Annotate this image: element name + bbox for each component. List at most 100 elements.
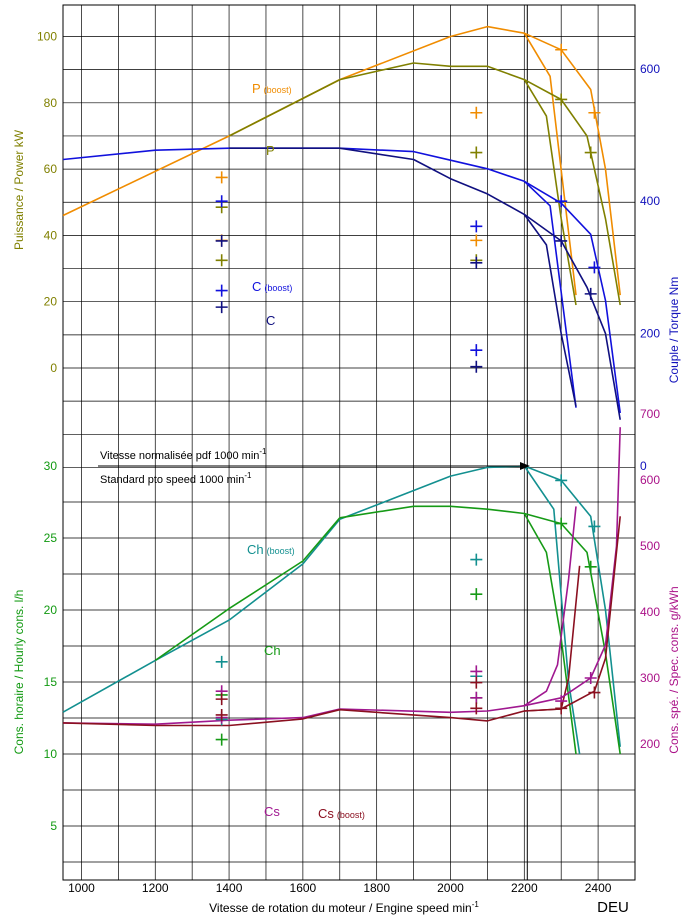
data-marker [588, 686, 601, 699]
series-line [523, 78, 621, 306]
series-line [524, 512, 621, 755]
chart-markers [215, 43, 601, 746]
torque-tick-label: 0 [640, 459, 647, 473]
pto-note-line1: Vitesse normalisée pdf 1000 min-1 [100, 447, 267, 462]
torque-tick-label: 200 [640, 327, 660, 341]
data-marker [215, 693, 228, 706]
torque-tick-label: 400 [640, 194, 660, 208]
data-marker [215, 195, 228, 208]
data-marker [215, 234, 228, 247]
series-line [62, 565, 581, 727]
data-marker [584, 287, 597, 300]
label-ch-boost: Ch (boost) [247, 542, 295, 557]
data-marker [555, 195, 568, 208]
label-cs: Cs [264, 804, 280, 819]
data-marker [215, 708, 228, 721]
hourly-tick-label: 30 [44, 459, 58, 473]
series-line [228, 62, 577, 306]
series-line [523, 32, 621, 296]
data-marker [215, 733, 228, 746]
series-line [523, 213, 621, 420]
data-marker [215, 254, 228, 267]
data-marker [555, 517, 568, 530]
power-tick-label: 0 [50, 361, 57, 375]
data-marker [555, 474, 568, 487]
label-p: P [266, 143, 275, 158]
axis-title-specific: Cons. spé. / Spec. cons. g/kWh [667, 586, 681, 753]
x-tick-label: 1400 [216, 881, 243, 895]
series-line [524, 427, 621, 707]
data-marker [588, 261, 601, 274]
data-marker [470, 588, 483, 601]
series-line [229, 147, 577, 407]
pto-speed-annotation: Vitesse normalisée pdf 1000 min-1 Standa… [98, 447, 530, 486]
series-line [62, 465, 581, 755]
label-ch: Ch [264, 643, 281, 658]
specific-tick-label: 300 [640, 671, 660, 685]
data-marker [588, 106, 601, 119]
data-marker [584, 672, 597, 684]
label-cs-boost: Cs (boost) [318, 806, 365, 821]
data-marker [470, 220, 483, 233]
hourly-tick-label: 20 [44, 603, 58, 617]
axis-title-hourly: Cons. horaire / Hourly cons. l/h [12, 590, 26, 755]
power-tick-label: 80 [44, 96, 58, 110]
data-marker [215, 171, 228, 184]
data-marker [470, 553, 483, 566]
data-marker [584, 146, 597, 159]
label-p-boost: P (boost) [252, 81, 292, 96]
data-marker [555, 93, 568, 106]
chart-series-lines [62, 25, 621, 755]
data-marker [470, 691, 483, 704]
data-marker [215, 301, 228, 314]
power-tick-label: 100 [37, 30, 57, 44]
data-marker [470, 360, 483, 373]
series-line [62, 147, 577, 408]
specific-tick-label: 400 [640, 605, 660, 619]
axis-title-torque: Couple / Torque Nm [667, 277, 681, 384]
series-line [524, 465, 621, 747]
data-marker [470, 234, 483, 247]
series-line [62, 25, 577, 296]
data-marker [470, 665, 483, 678]
specific-tick-label: 600 [640, 473, 660, 487]
axis-title-power: Puissance / Power kW [12, 129, 26, 250]
data-marker [555, 43, 568, 56]
data-marker [588, 520, 601, 533]
hourly-tick-label: 15 [44, 675, 58, 689]
data-marker [470, 344, 483, 357]
footer-tag: DEU [597, 899, 629, 916]
x-tick-label: 1200 [142, 881, 169, 895]
data-marker [470, 256, 483, 269]
x-tick-label: 1800 [363, 881, 390, 895]
hourly-tick-label: 25 [44, 531, 58, 545]
series-line [62, 506, 577, 726]
x-tick-label: 1000 [68, 881, 95, 895]
x-tick-label: 2000 [437, 881, 464, 895]
data-marker [215, 655, 228, 668]
series-line [523, 180, 621, 414]
plot-frame [62, 4, 636, 881]
data-marker [470, 146, 483, 159]
pto-note-line2: Standard pto speed 1000 min-1 [100, 471, 252, 486]
specific-tick-label: 200 [640, 737, 660, 751]
hourly-tick-label: 5 [50, 819, 57, 833]
power-tick-label: 40 [44, 228, 58, 242]
axis-title-x: Vitesse de rotation du moteur / Engine s… [209, 900, 479, 915]
torque-tick-label: 600 [640, 62, 660, 76]
data-marker [215, 284, 228, 297]
data-marker [584, 560, 597, 573]
chart-grid [62, 4, 636, 881]
data-marker [555, 234, 568, 247]
data-marker [555, 702, 568, 715]
hourly-tick-label: 10 [44, 747, 58, 761]
power-tick-label: 60 [44, 162, 58, 176]
x-tick-label: 2400 [585, 881, 612, 895]
data-marker [470, 676, 483, 689]
pto-arrow-head [520, 462, 530, 470]
series-line [154, 505, 577, 755]
x-tick-label: 1600 [290, 881, 317, 895]
label-c: C [266, 313, 275, 328]
label-c-boost: C (boost) [252, 279, 292, 294]
